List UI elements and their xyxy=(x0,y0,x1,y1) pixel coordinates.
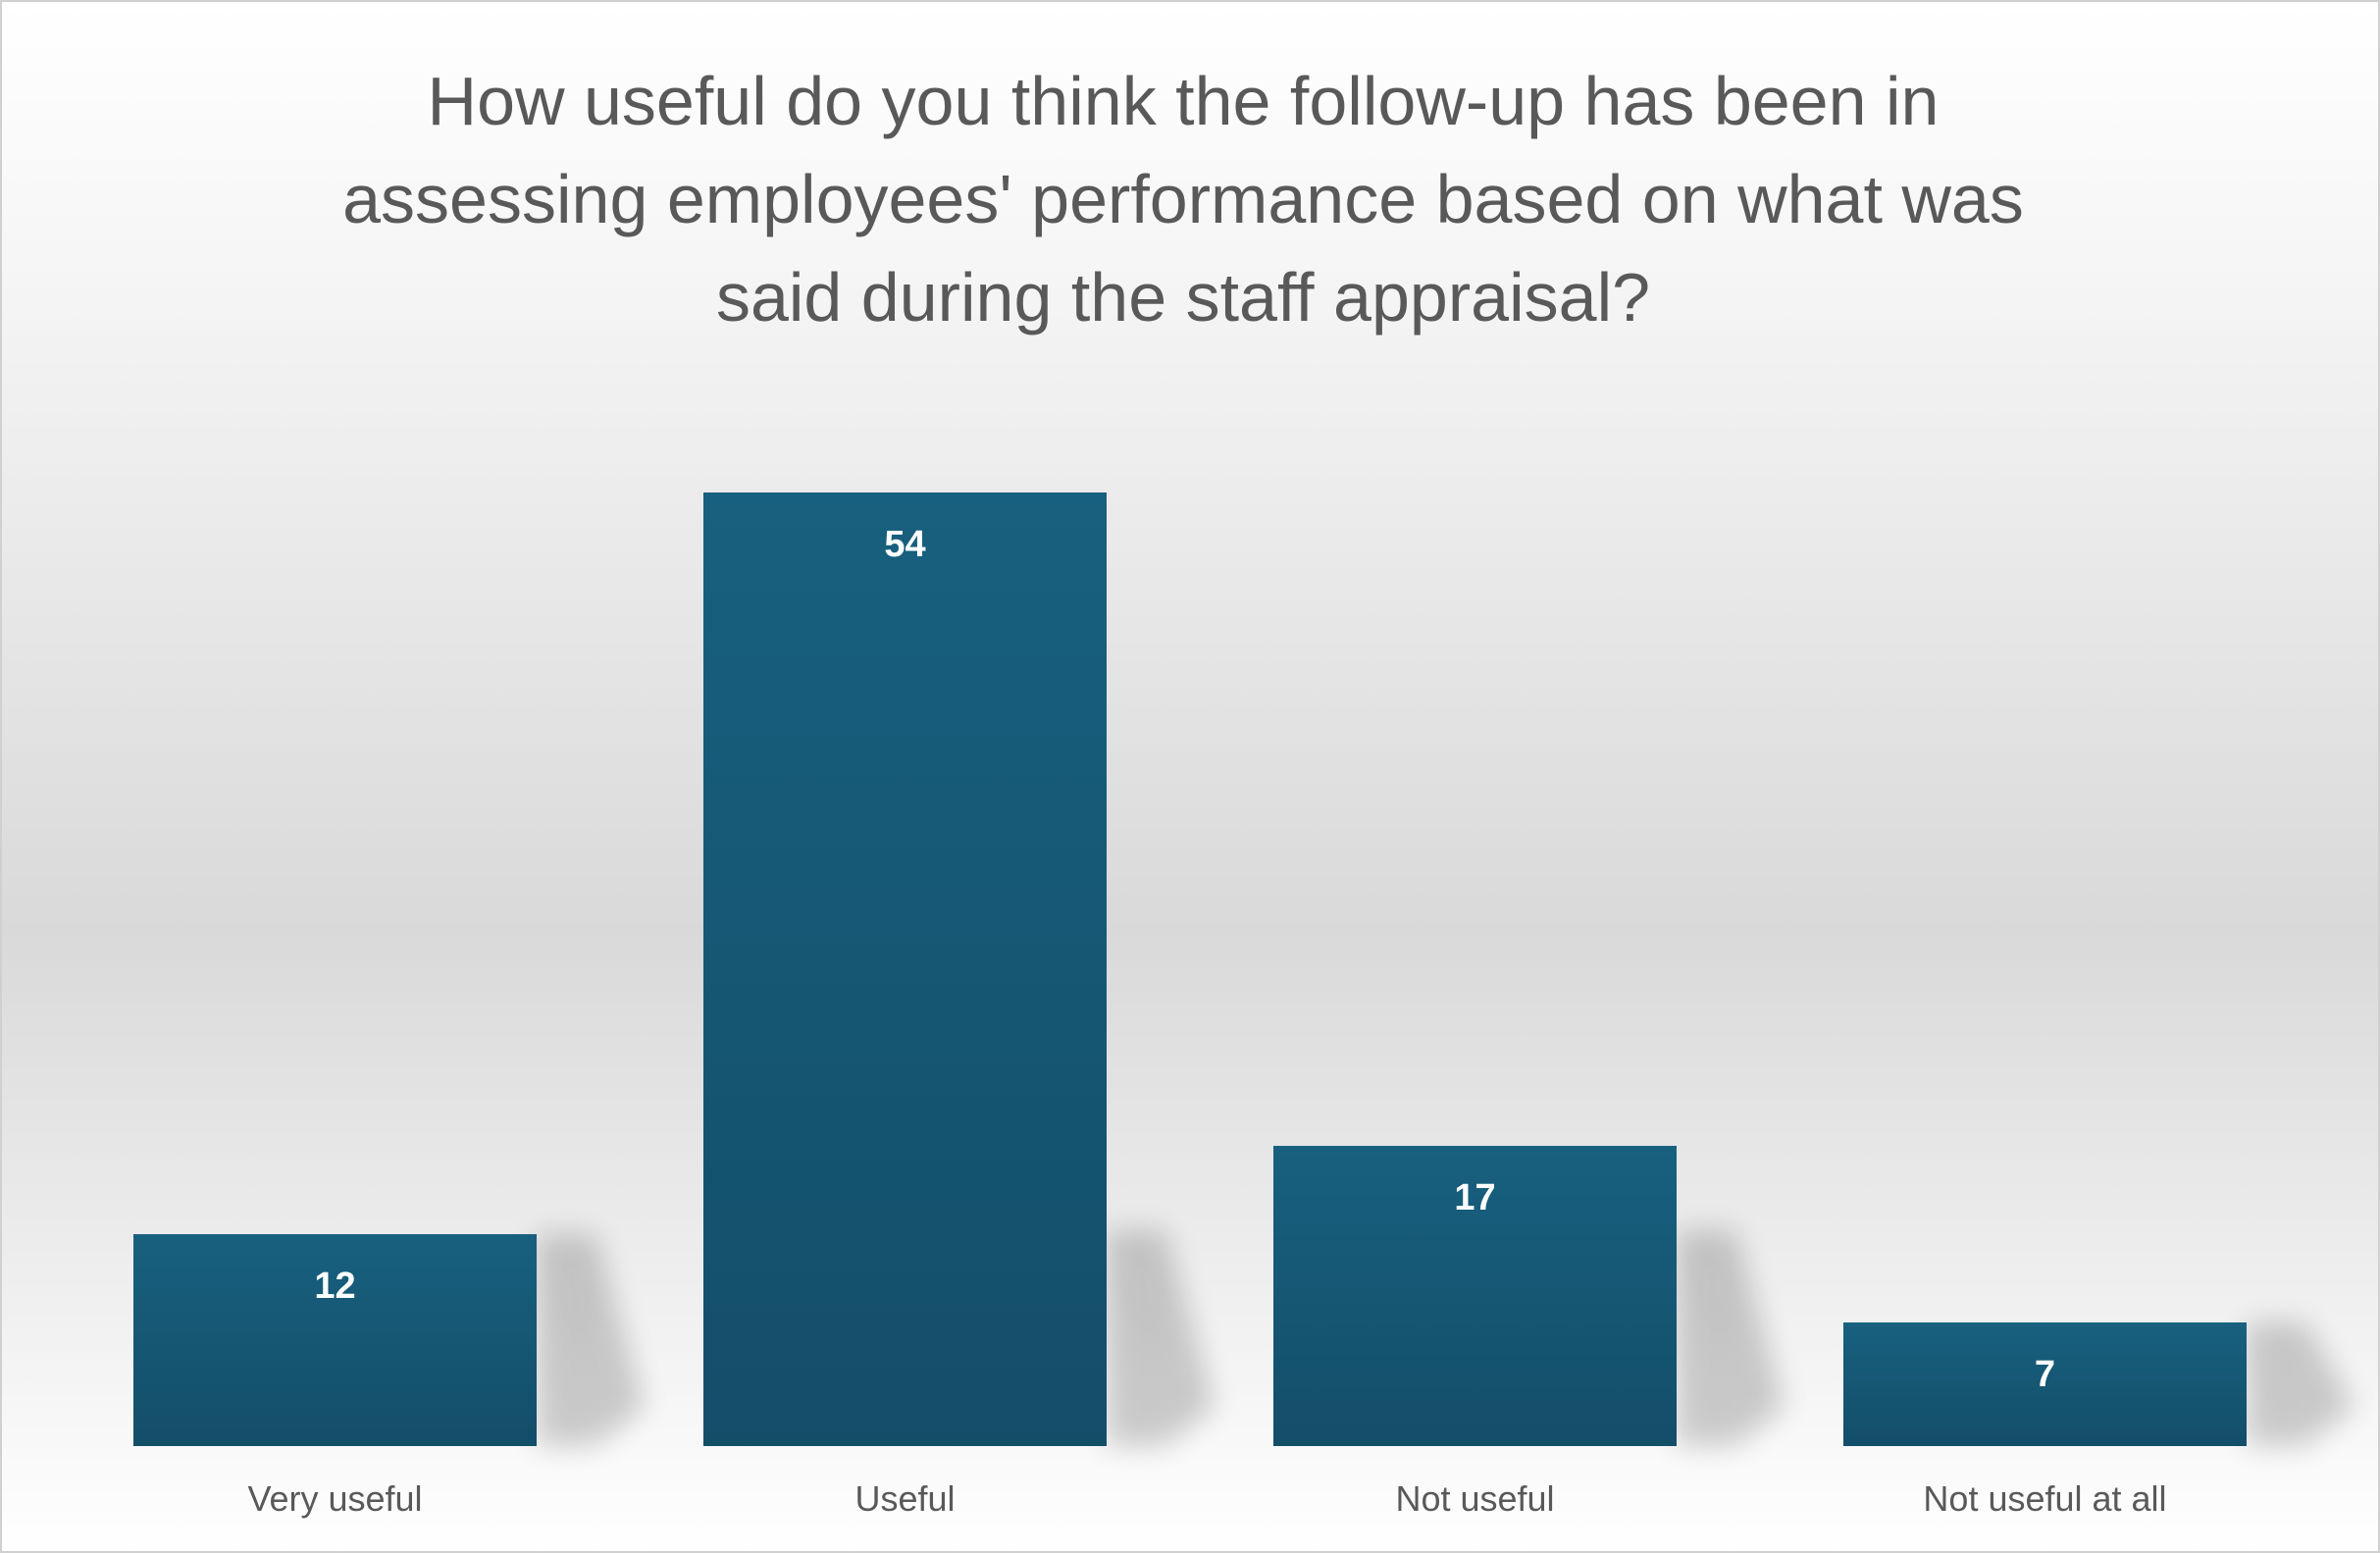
bar-shadow xyxy=(1107,1230,1215,1446)
data-label: 12 xyxy=(314,1266,355,1307)
bar-shadow xyxy=(1677,1230,1785,1446)
bar-not-useful-at-all xyxy=(1843,1322,2247,1446)
chart-title-line-1: How useful do you think the follow-up ha… xyxy=(428,63,1940,139)
data-label: 7 xyxy=(2035,1354,2055,1395)
chart-title-line-3: said during the staff appraisal? xyxy=(716,259,1650,336)
category-label: Useful xyxy=(854,1478,955,1519)
category-label: Very useful xyxy=(247,1478,422,1519)
data-label: 54 xyxy=(884,524,925,565)
chart-title: How useful do you think the follow-up ha… xyxy=(342,63,2024,336)
bar-not-useful xyxy=(1273,1146,1677,1446)
bar-shadow xyxy=(537,1234,645,1446)
bar-useful xyxy=(703,492,1107,1446)
bar-very-useful xyxy=(133,1234,537,1446)
bar-shadow xyxy=(2247,1322,2354,1446)
category-label: Not useful xyxy=(1395,1478,1554,1519)
chart-title-line-2: assessing employees' performance based o… xyxy=(342,161,2024,237)
data-label: 17 xyxy=(1454,1177,1495,1218)
category-label: Not useful at all xyxy=(1923,1478,2166,1519)
